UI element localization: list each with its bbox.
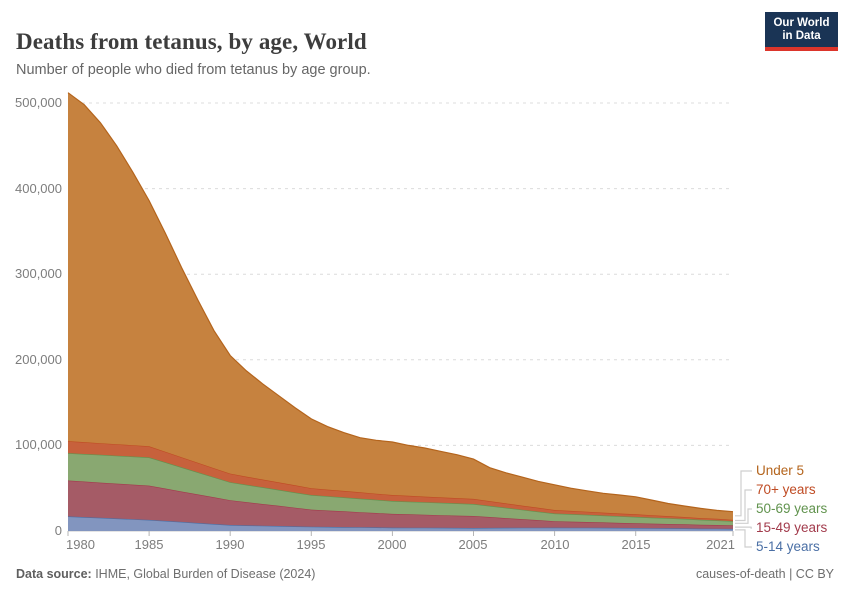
y-axis-label-100000: 100,000 <box>15 437 62 452</box>
legend-item-5-14-years[interactable]: 5-14 years <box>756 539 820 554</box>
x-axis-label-2021: 2021 <box>706 537 735 552</box>
y-axis-label-300000: 300,000 <box>15 266 62 281</box>
license-link[interactable]: causes-of-death | CC BY <box>695 567 834 581</box>
area-5-14-years[interactable] <box>68 516 733 531</box>
x-axis-label-2005: 2005 <box>458 537 488 552</box>
x-axis-label-1990: 1990 <box>215 537 245 552</box>
x-axis-label-2000: 2000 <box>377 537 407 552</box>
area-under-5[interactable] <box>68 92 733 520</box>
legend-item-under-5[interactable]: Under 5 <box>756 463 805 478</box>
data-source-note: Data source: IHME, Global Burden of Dise… <box>16 567 315 581</box>
x-axis-label-1985: 1985 <box>134 537 164 552</box>
owid-logo-line2: in Data <box>782 30 821 42</box>
x-axis-label-1980: 1980 <box>66 537 95 552</box>
legend-item-15-49-years[interactable]: 15-49 years <box>756 520 828 535</box>
x-axis-label-2010: 2010 <box>540 537 570 552</box>
data-source-text: IHME, Global Burden of Disease (2024) <box>91 567 316 581</box>
owid-logo-line1: Our World <box>773 17 830 29</box>
x-axis-label-1995: 1995 <box>296 537 326 552</box>
area-70-years[interactable] <box>68 441 733 522</box>
data-source-label: Data source: <box>16 567 92 581</box>
legend-connector-5-14-years <box>735 529 752 548</box>
page-title: Deaths from tetanus, by age, World <box>16 29 367 55</box>
series-line-under-5 <box>67 92 734 513</box>
y-axis-label-0: 0 <box>54 523 62 538</box>
x-axis-label-2015: 2015 <box>621 537 651 552</box>
chart-subtitle: Number of people who died from tetanus b… <box>16 61 371 78</box>
owid-logo[interactable]: Our World in Data <box>765 12 838 51</box>
y-axis-label-200000: 200,000 <box>15 352 62 367</box>
legend-item-50-69-years[interactable]: 50-69 years <box>756 501 828 516</box>
legend-connector-15-49-years <box>735 526 752 529</box>
y-axis-label-400000: 400,000 <box>15 181 62 196</box>
legend-connector-70-years <box>735 489 752 522</box>
legend-item-70-years[interactable]: 70+ years <box>756 482 816 497</box>
area-15-49-years[interactable] <box>68 480 733 529</box>
y-axis-label-500000: 500,000 <box>15 95 62 110</box>
legend-connector-under-5 <box>735 470 752 517</box>
legend-connector-50-69-years <box>735 508 752 524</box>
